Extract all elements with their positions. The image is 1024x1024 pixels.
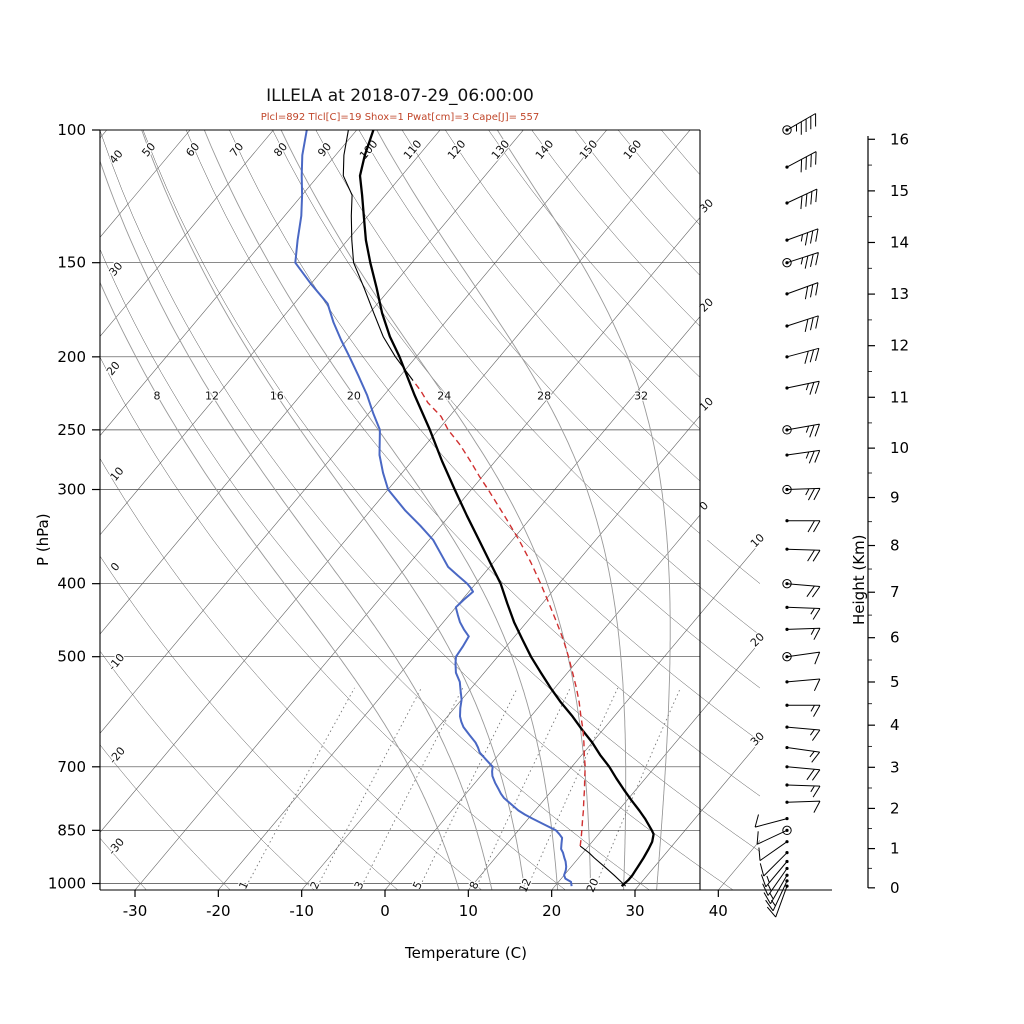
svg-text:16: 16 — [270, 389, 284, 402]
svg-text:250: 250 — [57, 421, 86, 439]
svg-text:10: 10 — [459, 902, 478, 920]
background-grid — [100, 130, 760, 890]
temperature-curve — [358, 130, 655, 887]
svg-text:2: 2 — [890, 799, 900, 817]
svg-text:70: 70 — [227, 140, 246, 159]
svg-text:60: 60 — [183, 140, 202, 159]
parcel-above-el-curve — [342, 130, 414, 381]
grid-labels: 50 60 70 80 90 100 110 120 130 140 150 160403020100… — [103, 136, 769, 895]
parcel-dry-curve — [579, 845, 627, 887]
svg-text:50: 50 — [139, 140, 158, 159]
mixing-ratio-lines — [243, 687, 681, 890]
chart-params-line: Plcl=892 Tlcl[C]=19 Shox=1 Pwat[cm]=3 Ca… — [260, 112, 540, 123]
height-axis-label: Height (Km) — [850, 534, 868, 625]
isobars — [100, 130, 700, 884]
svg-text:20: 20 — [748, 630, 767, 649]
svg-text:-30: -30 — [123, 902, 148, 920]
svg-text:20: 20 — [542, 902, 561, 920]
svg-text:40: 40 — [709, 902, 728, 920]
svg-text:20: 20 — [104, 359, 123, 378]
svg-text:700: 700 — [57, 758, 86, 776]
svg-text:-10: -10 — [106, 651, 128, 673]
pressure-axis-label: P (hPa) — [34, 513, 52, 566]
svg-text:300: 300 — [57, 481, 86, 499]
svg-text:500: 500 — [57, 648, 86, 666]
parcel-moist-curve — [412, 380, 586, 847]
svg-text:10: 10 — [748, 531, 767, 550]
svg-text:-20: -20 — [206, 902, 231, 920]
svg-text:120: 120 — [445, 138, 468, 162]
dry-adiabats — [100, 130, 760, 890]
svg-text:1: 1 — [890, 840, 900, 858]
svg-text:12: 12 — [890, 337, 909, 355]
svg-text:10: 10 — [108, 465, 127, 484]
svg-text:5: 5 — [890, 673, 900, 691]
svg-text:16: 16 — [890, 130, 909, 148]
svg-text:8: 8 — [890, 537, 900, 555]
svg-text:160: 160 — [621, 138, 644, 162]
svg-text:0: 0 — [380, 902, 390, 920]
svg-text:-10: -10 — [289, 902, 314, 920]
svg-text:13: 13 — [890, 285, 909, 303]
svg-text:28: 28 — [537, 389, 551, 402]
svg-text:850: 850 — [57, 821, 86, 839]
chart-title: ILLELA at 2018-07-29_06:00:00 — [266, 86, 534, 106]
svg-text:10: 10 — [890, 439, 909, 457]
moist-adiabats — [100, 130, 671, 890]
svg-text:90: 90 — [315, 140, 334, 159]
svg-text:200: 200 — [57, 348, 86, 366]
svg-text:4: 4 — [890, 716, 900, 734]
svg-text:30: 30 — [625, 902, 644, 920]
svg-text:100: 100 — [57, 121, 86, 139]
svg-text:40: 40 — [107, 147, 126, 166]
svg-text:15: 15 — [890, 182, 909, 200]
svg-text:24: 24 — [437, 389, 451, 402]
svg-text:14: 14 — [890, 233, 909, 251]
svg-text:1000: 1000 — [48, 875, 86, 893]
svg-text:0: 0 — [890, 879, 900, 897]
svg-text:400: 400 — [57, 575, 86, 593]
svg-text:0: 0 — [697, 499, 711, 513]
svg-text:130: 130 — [489, 138, 512, 162]
svg-text:6: 6 — [890, 629, 900, 647]
wind-barbs — [754, 113, 821, 918]
svg-text:8: 8 — [154, 389, 161, 402]
svg-text:20: 20 — [347, 389, 361, 402]
svg-text:-20: -20 — [106, 744, 128, 766]
svg-text:7: 7 — [890, 583, 900, 601]
svg-text:12: 12 — [205, 389, 219, 402]
svg-text:30: 30 — [748, 730, 767, 749]
svg-text:3: 3 — [890, 758, 900, 776]
svg-text:9: 9 — [890, 489, 900, 507]
svg-text:-30: -30 — [106, 836, 128, 858]
x-axis-label: Temperature (C) — [405, 944, 527, 962]
sounding-profiles — [294, 130, 655, 887]
svg-text:150: 150 — [57, 254, 86, 272]
isotherms — [100, 130, 760, 890]
dewpoint-curve — [294, 130, 573, 887]
svg-text:20: 20 — [584, 876, 602, 894]
svg-text:110: 110 — [401, 138, 424, 162]
axes-spines — [99, 129, 832, 891]
svg-text:11: 11 — [890, 388, 909, 406]
svg-text:12: 12 — [517, 876, 535, 894]
svg-text:32: 32 — [634, 389, 648, 402]
